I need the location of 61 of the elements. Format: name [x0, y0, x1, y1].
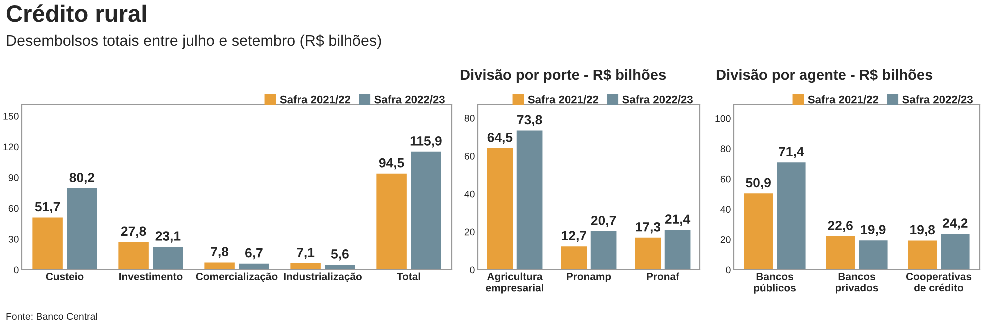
- x-tick-label: Custeio: [46, 272, 84, 280]
- data-label: 5,6: [331, 250, 349, 261]
- legend-label: Safra 2021/22: [808, 96, 879, 104]
- y-tick-label: 120: [4, 144, 19, 151]
- y-tick-label: 0: [470, 266, 475, 274]
- data-label: 7,8: [211, 247, 229, 259]
- data-label: 23,1: [156, 232, 181, 243]
- y-tick-label: 80: [720, 146, 731, 153]
- x-tick-label: Pronamp: [567, 273, 612, 282]
- y-tick-label: 80: [464, 115, 475, 122]
- legend-label: Safra 2021/22: [528, 96, 599, 104]
- x-tick-label: Pronaf: [647, 272, 680, 280]
- data-label: 6,7: [246, 248, 263, 260]
- chart-title: Crédito rural: [6, 4, 146, 22]
- legend-label: Safra 2022/23: [374, 96, 445, 104]
- data-label: 24,2: [943, 218, 968, 230]
- data-label: 50,9: [746, 178, 771, 190]
- chart-title: Divisão por agente - R$ bilhões: [716, 69, 933, 84]
- data-label: 94,5: [379, 158, 404, 170]
- x-tick-label: Total: [397, 272, 420, 280]
- x-tick-label: Comercialização: [196, 272, 278, 282]
- x-tick-label: Investimento: [120, 272, 183, 280]
- y-tick-label: 20: [464, 228, 475, 236]
- y-tick-label: 90: [8, 174, 19, 182]
- data-label: 17,3: [636, 222, 661, 234]
- y-tick-label: 40: [720, 206, 731, 214]
- x-tick-label: Bancos públicos: [754, 273, 796, 294]
- legend-label: Safra 2022/23: [622, 96, 693, 104]
- y-tick-label: 40: [464, 190, 475, 198]
- x-tick-label: Industrialização: [284, 272, 362, 282]
- chart-subtitle: Desembolsos totais entre julho e setembro (R$ bilhões): [7, 34, 382, 50]
- y-tick-label: 60: [8, 205, 19, 212]
- data-label: 51,7: [35, 202, 60, 214]
- data-label: 22,6: [828, 221, 853, 232]
- y-tick-label: 30: [8, 236, 19, 243]
- y-tick-label: 60: [464, 152, 475, 160]
- data-label: 71,4: [779, 147, 804, 158]
- x-tick-label: Cooperativas de crédito: [906, 272, 972, 292]
- data-label: 12,7: [562, 231, 586, 242]
- y-tick-label: 150: [4, 113, 19, 120]
- data-label: 19,9: [861, 225, 886, 236]
- y-tick-label: 100: [716, 115, 731, 122]
- data-label: 7,1: [297, 248, 315, 260]
- data-label: 27,8: [121, 226, 146, 238]
- source-note: Fonte: Banco Central: [6, 312, 98, 320]
- data-label: 80,2: [70, 173, 95, 184]
- y-tick-label: 0: [14, 266, 19, 274]
- data-label: 21,4: [665, 214, 691, 226]
- y-tick-label: 60: [720, 176, 731, 183]
- x-tick-label: Bancos privados: [836, 273, 878, 294]
- y-tick-label: 0: [726, 266, 731, 274]
- x-tick-label: Agricultura empresarial: [486, 272, 544, 294]
- legend-label: Safra 2022/23: [902, 96, 973, 104]
- chart-title: Divisão por porte - R$ bilhões: [460, 69, 666, 84]
- data-label: 73,8: [518, 115, 542, 127]
- data-label: 64,5: [488, 132, 513, 144]
- legend-label: Safra 2021/22: [280, 96, 351, 104]
- data-label: 19,8: [910, 225, 936, 237]
- data-label: 20,7: [591, 216, 616, 228]
- y-tick-label: 20: [720, 236, 731, 244]
- data-label: 115,9: [410, 136, 442, 148]
